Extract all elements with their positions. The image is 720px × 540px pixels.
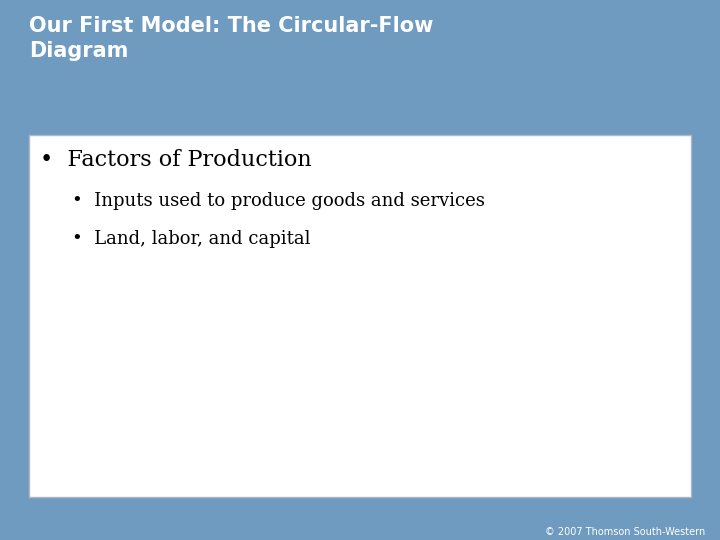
Text: •  Factors of Production: • Factors of Production — [40, 148, 311, 171]
Text: Our First Model: The Circular-Flow
Diagram: Our First Model: The Circular-Flow Diagr… — [29, 16, 433, 61]
Text: •  Inputs used to produce goods and services: • Inputs used to produce goods and servi… — [72, 192, 485, 210]
Text: © 2007 Thomson South-Western: © 2007 Thomson South-Western — [545, 527, 706, 537]
Text: •  Land, labor, and capital: • Land, labor, and capital — [72, 230, 310, 247]
FancyBboxPatch shape — [29, 135, 691, 497]
